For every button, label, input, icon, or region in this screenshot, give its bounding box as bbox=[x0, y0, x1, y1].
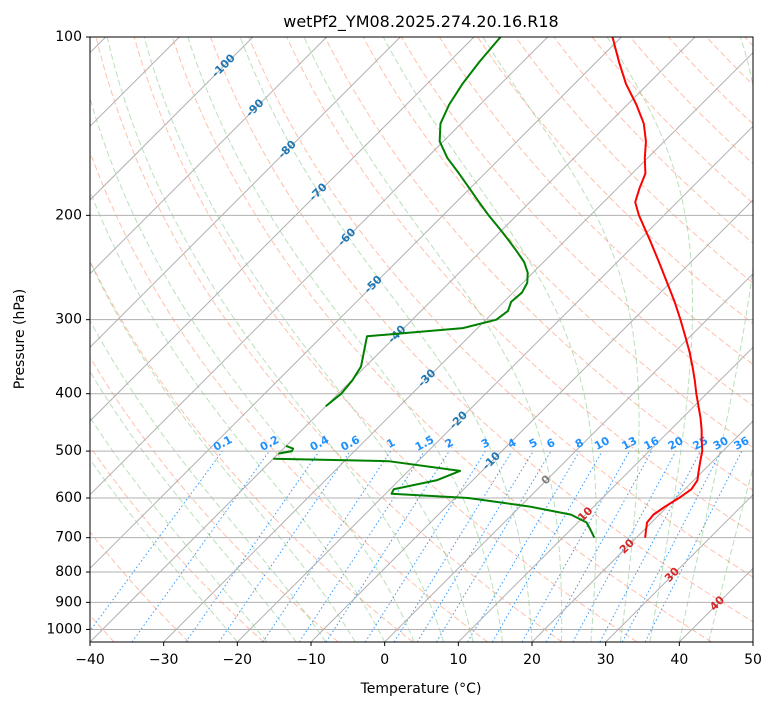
mixing-ratio-line bbox=[185, 450, 320, 642]
dewpoint-trace bbox=[325, 37, 529, 408]
dry-adiabat bbox=[324, 37, 753, 491]
x-axis-label: Temperature (°C) bbox=[360, 681, 482, 697]
moist-adiabat bbox=[90, 458, 238, 642]
moist-adiabat bbox=[90, 260, 356, 642]
mixing-ratio-label: 20 bbox=[666, 434, 686, 453]
mixing-ratio-label: 10 bbox=[592, 434, 612, 453]
isotherm-line bbox=[236, 125, 753, 642]
dry-adiabat bbox=[133, 37, 638, 642]
mixing-ratio-line bbox=[416, 450, 534, 642]
isotherm-line bbox=[90, 37, 696, 642]
dry-adiabat bbox=[476, 37, 753, 325]
moist-adiabat bbox=[143, 37, 474, 642]
dry-adiabat bbox=[362, 37, 753, 449]
moist-adiabat bbox=[303, 37, 563, 642]
mixing-ratio-label: 25 bbox=[691, 434, 711, 453]
y-axis-label: Pressure (hPa) bbox=[12, 289, 28, 389]
dry-adiabat bbox=[90, 356, 339, 642]
y-tick-label: 1000 bbox=[46, 621, 82, 637]
mixing-ratio-line bbox=[364, 450, 486, 642]
moist-adiabat bbox=[382, 37, 597, 642]
x-tick-label: −40 bbox=[75, 652, 105, 668]
moist-adiabat bbox=[482, 37, 640, 642]
moist-adiabats bbox=[90, 37, 753, 642]
plot-area: -100-90-80-70-60-50-40-30-20-10010203040… bbox=[90, 37, 753, 642]
isotherm-line bbox=[90, 37, 549, 496]
mixing-ratio-line bbox=[218, 450, 351, 642]
x-tick-label: −30 bbox=[149, 652, 179, 668]
temperature-trace bbox=[611, 37, 704, 538]
isotherm-line bbox=[531, 420, 753, 642]
mixing-ratio-line bbox=[521, 450, 630, 642]
y-tick-label: 100 bbox=[55, 29, 82, 45]
isotherm-line bbox=[90, 37, 328, 275]
isotherm-gridlines bbox=[90, 37, 753, 642]
isotherm-line bbox=[90, 37, 254, 201]
y-tick-label: 500 bbox=[55, 443, 82, 459]
dewpoint-trace bbox=[273, 457, 596, 539]
moist-adiabat bbox=[678, 37, 753, 642]
dry-adiabat bbox=[438, 37, 753, 366]
chart-title: wetPf2_YM08.2025.274.20.16.R18 bbox=[283, 12, 558, 32]
isotherm-line bbox=[384, 272, 753, 642]
isotherm-line bbox=[90, 37, 475, 422]
x-tick-label: −10 bbox=[296, 652, 326, 668]
axes-frame bbox=[89, 36, 754, 643]
x-tick-label: 30 bbox=[597, 652, 615, 668]
mixing-ratio-line bbox=[393, 450, 513, 642]
y-tick-label: 900 bbox=[55, 594, 82, 610]
dry-adiabat bbox=[90, 150, 488, 642]
y-tick-label: 400 bbox=[55, 386, 82, 402]
isotherm-line bbox=[457, 346, 753, 642]
mixing-ratio-line bbox=[491, 450, 603, 642]
mixing-ratio-line bbox=[435, 450, 552, 642]
x-tick-label: 50 bbox=[744, 652, 762, 668]
dry-adiabat bbox=[171, 37, 712, 642]
dry-adiabat bbox=[90, 531, 190, 642]
moist-adiabat bbox=[90, 189, 386, 642]
mixing-ratio-label: 13 bbox=[620, 434, 640, 453]
x-tick-label: −20 bbox=[223, 652, 253, 668]
mixing-ratio-label: 16 bbox=[642, 434, 662, 453]
moist-adiabat bbox=[90, 96, 415, 642]
isotherm-line bbox=[605, 493, 753, 642]
y-tick-label: 700 bbox=[55, 530, 82, 546]
mixing-ratio-label: 30 bbox=[711, 434, 731, 453]
isotherm-line bbox=[163, 51, 753, 642]
mixing-ratio-line bbox=[467, 450, 580, 642]
mixing-ratio-line bbox=[572, 450, 677, 642]
x-tick-label: 20 bbox=[523, 652, 541, 668]
moist-adiabat bbox=[606, 37, 694, 642]
dry-adiabat bbox=[95, 37, 563, 642]
isotherm-line bbox=[310, 199, 753, 642]
moist-adiabat bbox=[239, 37, 533, 642]
mixing-ratio-label: 36 bbox=[732, 434, 752, 453]
moist-adiabat bbox=[90, 416, 268, 642]
y-tick-label: 600 bbox=[55, 490, 82, 506]
dewpoint-trace bbox=[278, 444, 295, 455]
isotherm-line bbox=[90, 37, 401, 349]
dry-adiabats bbox=[90, 37, 753, 642]
moist-adiabat bbox=[187, 37, 504, 642]
y-tick-label: 200 bbox=[55, 207, 82, 223]
x-tick-label: 10 bbox=[449, 652, 467, 668]
isotherm-line bbox=[90, 37, 622, 570]
y-tick-label: 800 bbox=[55, 564, 82, 580]
x-tick-label: 0 bbox=[380, 652, 389, 668]
x-tick-label: 40 bbox=[670, 652, 688, 668]
isobar-gridlines bbox=[90, 37, 753, 630]
moist-adiabat bbox=[106, 37, 445, 642]
sounding-traces bbox=[273, 37, 704, 539]
y-tick-label: 300 bbox=[55, 312, 82, 328]
dry-adiabat bbox=[286, 37, 753, 534]
